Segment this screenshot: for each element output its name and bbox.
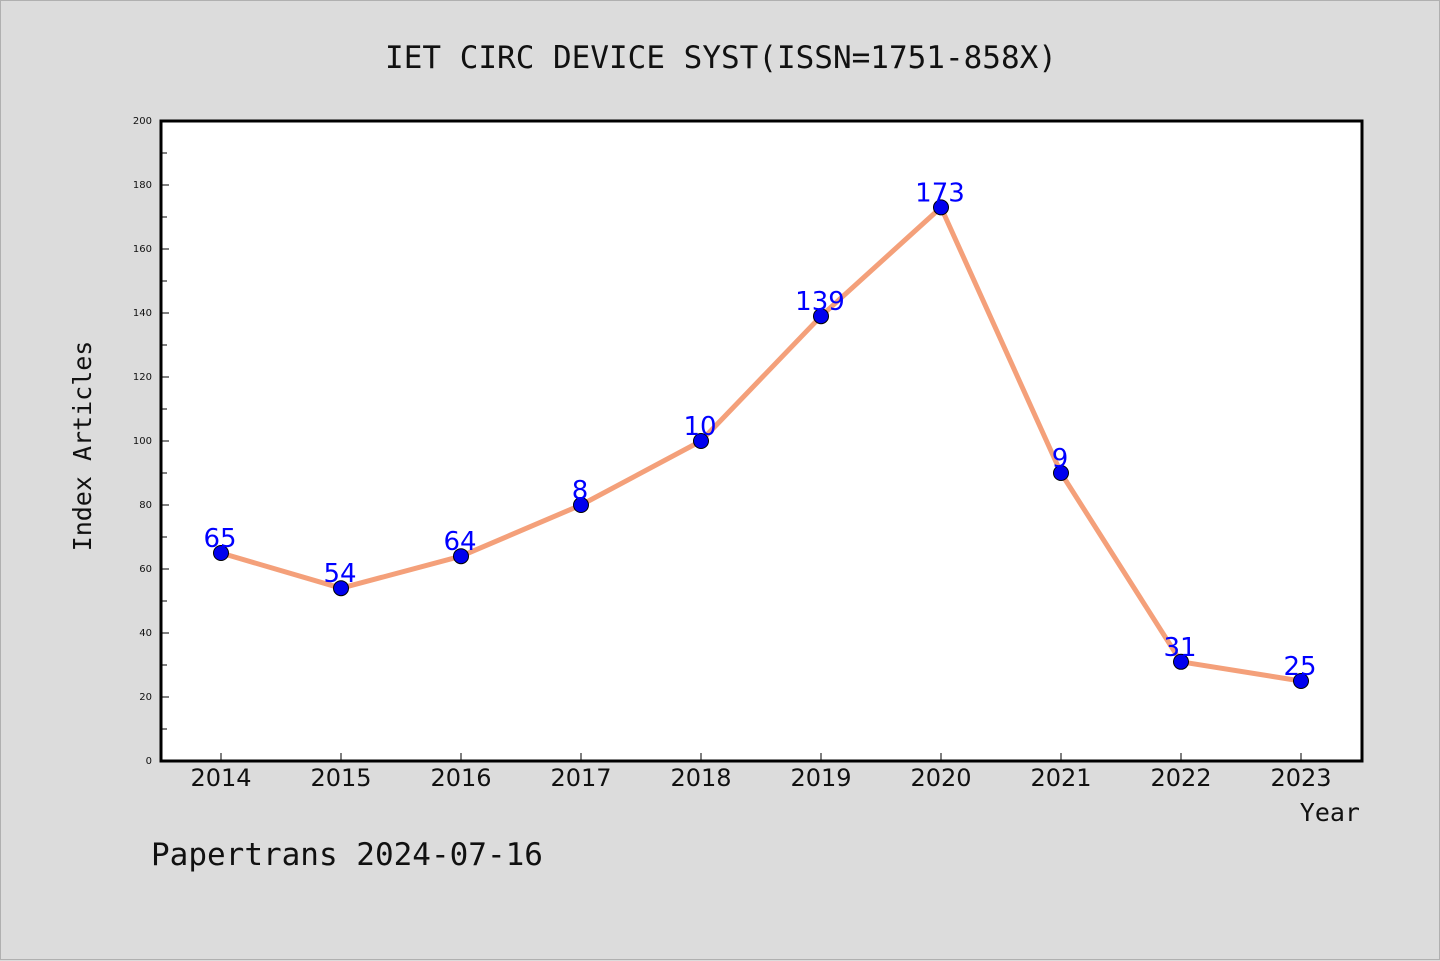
y-axis-label: Index Articles — [68, 341, 97, 552]
data-label-2016: 64 — [443, 527, 476, 557]
y-tick-label: 80 — [139, 500, 152, 511]
x-tick-label: 2020 — [910, 764, 971, 792]
series-group: 65 54 64 8 10 139 173 9 31 25 — [203, 178, 1317, 689]
data-label-2018: 10 — [683, 412, 716, 442]
y-tick-label: 180 — [133, 180, 152, 191]
y-tick-label: 60 — [139, 564, 152, 575]
y-tick-label: 20 — [139, 692, 152, 703]
x-tick-label: 2016 — [430, 764, 491, 792]
y-tick-label: 100 — [133, 436, 152, 447]
footer-credit: Papertrans 2024-07-16 — [151, 837, 543, 873]
y-tick-label: 160 — [133, 244, 152, 255]
x-tick-label: 2021 — [1030, 764, 1091, 792]
x-axis-ticks: 2014 2015 2016 2017 2018 2019 2020 2021 2022 2023 — [190, 753, 1332, 792]
y-tick-label: 120 — [133, 372, 152, 383]
data-label-2022: 31 — [1163, 633, 1196, 663]
data-label-2019: 139 — [795, 287, 845, 317]
data-point-2014 — [213, 545, 229, 561]
y-tick-label: 140 — [133, 308, 152, 319]
data-label-2015: 54 — [323, 559, 356, 589]
x-tick-label: 2015 — [310, 764, 371, 792]
data-point-2015 — [333, 580, 349, 597]
x-tick-label: 2022 — [1150, 764, 1211, 792]
y-tick-label: 200 — [133, 116, 152, 127]
data-label-2014: 65 — [203, 524, 236, 554]
y-tick-label: 0 — [146, 756, 152, 767]
x-tick-label: 2023 — [1270, 764, 1331, 792]
x-tick-label: 2019 — [790, 764, 851, 792]
data-point-2022 — [1173, 653, 1189, 670]
data-point-2021 — [1053, 465, 1069, 481]
x-tick-label: 2018 — [670, 764, 731, 792]
data-point-2023 — [1293, 673, 1309, 689]
data-label-2023: 25 — [1283, 652, 1316, 682]
data-label-2017: 8 — [572, 476, 589, 506]
x-axis-label: Year — [1300, 798, 1360, 827]
data-label-2021: 9 — [1052, 444, 1069, 474]
x-tick-label: 2014 — [190, 764, 251, 792]
series-line — [218, 204, 1304, 684]
x-tick-label: 2017 — [550, 764, 611, 792]
plot-area — [161, 121, 1362, 761]
chart-title: IET CIRC DEVICE SYST(ISSN=1751-858X) — [385, 40, 1057, 76]
data-label-2020: 173 — [915, 178, 965, 208]
y-tick-label: 40 — [139, 628, 152, 639]
data-point-2018 — [693, 433, 709, 449]
data-point-2016 — [453, 548, 469, 565]
data-point-2017 — [573, 497, 589, 513]
data-point-2019 — [813, 308, 829, 325]
data-point-2020 — [933, 199, 949, 216]
plot-border — [159, 119, 1364, 763]
